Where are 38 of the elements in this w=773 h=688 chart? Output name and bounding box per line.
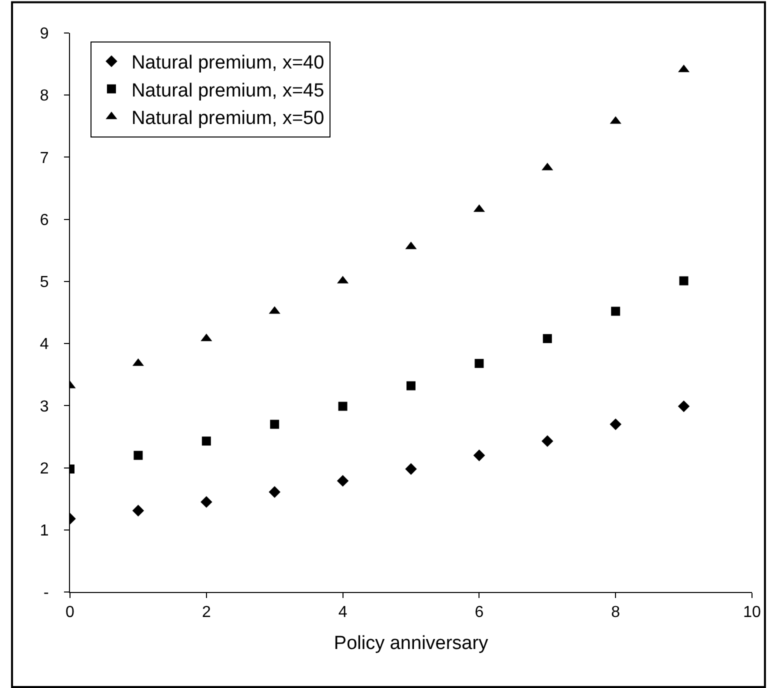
legend-label: Natural premium, x=40 — [131, 52, 324, 74]
x-tick-label: 2 — [202, 604, 211, 622]
point — [405, 463, 417, 475]
point — [268, 486, 280, 498]
y-tick-label: 1 — [40, 522, 49, 540]
y-tick-label: - — [43, 584, 49, 602]
point — [336, 474, 349, 487]
x-tick-label: 4 — [338, 604, 348, 622]
y-tick-label: 3 — [40, 398, 49, 416]
x-tick-label: 8 — [611, 604, 620, 622]
y-tick-label: 2 — [40, 460, 49, 478]
point — [542, 435, 554, 447]
legend-label: Natural premium, x=50 — [131, 108, 324, 130]
point — [679, 276, 688, 286]
y-tick-label: 4 — [40, 336, 49, 354]
x-tick-label: 0 — [66, 604, 75, 622]
point — [200, 496, 212, 508]
y-tick-label: 6 — [40, 212, 49, 229]
point — [611, 306, 620, 316]
x-axis-title: Policy anniversary — [334, 633, 489, 654]
y-tick-label: 7 — [40, 150, 49, 167]
point — [270, 420, 280, 429]
y-tick-label: 8 — [40, 88, 49, 105]
point — [406, 381, 416, 390]
point — [678, 400, 690, 412]
y-tick-label: 5 — [40, 274, 49, 292]
point — [338, 402, 348, 411]
x-tick-label: 6 — [474, 604, 484, 622]
point — [473, 450, 486, 462]
point — [542, 334, 552, 344]
point — [474, 358, 484, 368]
y-tick-label: 9 — [40, 26, 49, 43]
point — [202, 436, 211, 446]
point — [132, 504, 144, 516]
x-tick-label: 10 — [743, 604, 761, 622]
point — [610, 418, 622, 430]
point — [134, 450, 143, 460]
legend-label: Natural premium, x=45 — [131, 80, 324, 102]
